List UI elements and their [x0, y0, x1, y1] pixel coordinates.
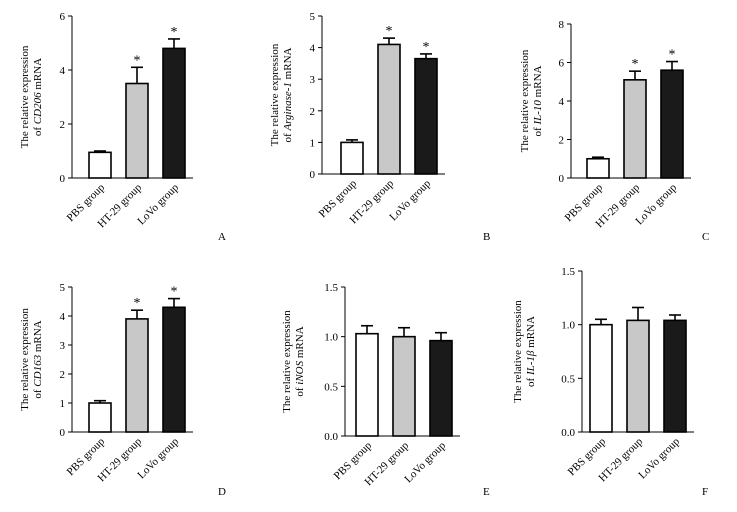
category-label: LoVo group [387, 177, 433, 223]
panel-letter: D [218, 486, 226, 498]
y-tick-label: 1.5 [561, 266, 575, 278]
y-tick-label: 4 [310, 43, 316, 55]
category-label: LoVo group [636, 435, 682, 481]
y-tick-label: 1.0 [324, 332, 338, 344]
bar-ht29 [392, 335, 416, 437]
bar-lovo [663, 319, 687, 433]
y-axis-label: The relative expressionof IL-1β mRNA [512, 300, 537, 403]
y-tick-label: 0.0 [324, 431, 338, 443]
y-tick-label: 1 [310, 137, 316, 149]
y-tick-label: 3 [310, 74, 316, 86]
y-tick-label: 0 [310, 169, 316, 181]
significance-star: * [171, 25, 178, 40]
significance-star: * [171, 285, 178, 300]
significance-star: * [134, 296, 141, 311]
y-tick-label: 0 [60, 173, 66, 185]
y-tick-label: 6 [559, 58, 565, 70]
y-tick-label: 6 [60, 11, 66, 23]
significance-star: * [134, 53, 141, 68]
y-axis-label: The relative expressionof IL-10 mRNA [519, 49, 544, 152]
bar-ht29 [377, 43, 401, 175]
y-tick-label: 4 [60, 65, 66, 77]
y-tick-label: 1.5 [324, 282, 338, 294]
significance-star: * [386, 24, 393, 39]
y-axis-label: The relative expressionof Arginase-1 mRN… [269, 43, 294, 146]
y-tick-label: 2 [60, 369, 66, 381]
bar-lovo [414, 57, 438, 175]
panel-letter: E [483, 486, 490, 498]
y-tick-label: 4 [60, 311, 66, 323]
bar-pbs [88, 402, 112, 433]
y-tick-label: 2 [310, 106, 316, 118]
y-tick-label: 0.5 [324, 381, 338, 393]
bar-pbs [88, 151, 112, 179]
bar-ht29 [125, 318, 149, 433]
bar-pbs [586, 157, 610, 179]
bar-pbs [340, 141, 364, 175]
significance-star: * [632, 57, 639, 72]
y-axis-label: The relative expressionof CD206 mRNA [19, 45, 44, 148]
bar-pbs [589, 323, 613, 433]
y-tick-label: 2 [60, 119, 66, 131]
bar-lovo [660, 69, 684, 179]
y-tick-label: 1 [60, 398, 66, 410]
y-axis-label: The relative expressionof iNOS mRNA [281, 310, 306, 413]
y-tick-label: 5 [60, 282, 66, 294]
y-tick-label: 5 [310, 11, 316, 23]
bar-pbs [355, 332, 379, 437]
panel-letter: B [483, 231, 490, 243]
category-label: LoVo group [135, 435, 181, 481]
bar-lovo [162, 47, 186, 179]
y-tick-label: 1.0 [561, 320, 575, 332]
bar-ht29 [626, 319, 650, 433]
significance-star: * [423, 40, 430, 55]
y-tick-label: 0 [60, 427, 66, 439]
bar-lovo [162, 306, 186, 433]
panel-letter: A [218, 231, 226, 243]
y-tick-label: 0.5 [561, 373, 575, 385]
y-tick-label: 3 [60, 340, 66, 352]
bar-ht29 [125, 82, 149, 179]
y-tick-label: 2 [559, 135, 565, 147]
category-label: LoVo group [135, 181, 181, 227]
panel-letter: F [702, 486, 708, 498]
y-tick-label: 0.0 [561, 427, 575, 439]
y-tick-label: 0 [559, 173, 565, 185]
y-tick-label: 8 [559, 19, 565, 31]
category-label: LoVo group [402, 439, 448, 485]
category-label: LoVo group [633, 181, 679, 227]
bar-ht29 [623, 79, 647, 179]
y-axis-label: The relative expressionof CD163 mRNA [19, 308, 44, 411]
y-tick-label: 4 [559, 96, 565, 108]
bar-lovo [429, 339, 453, 437]
panel-letter: C [702, 231, 709, 243]
significance-star: * [669, 48, 676, 63]
